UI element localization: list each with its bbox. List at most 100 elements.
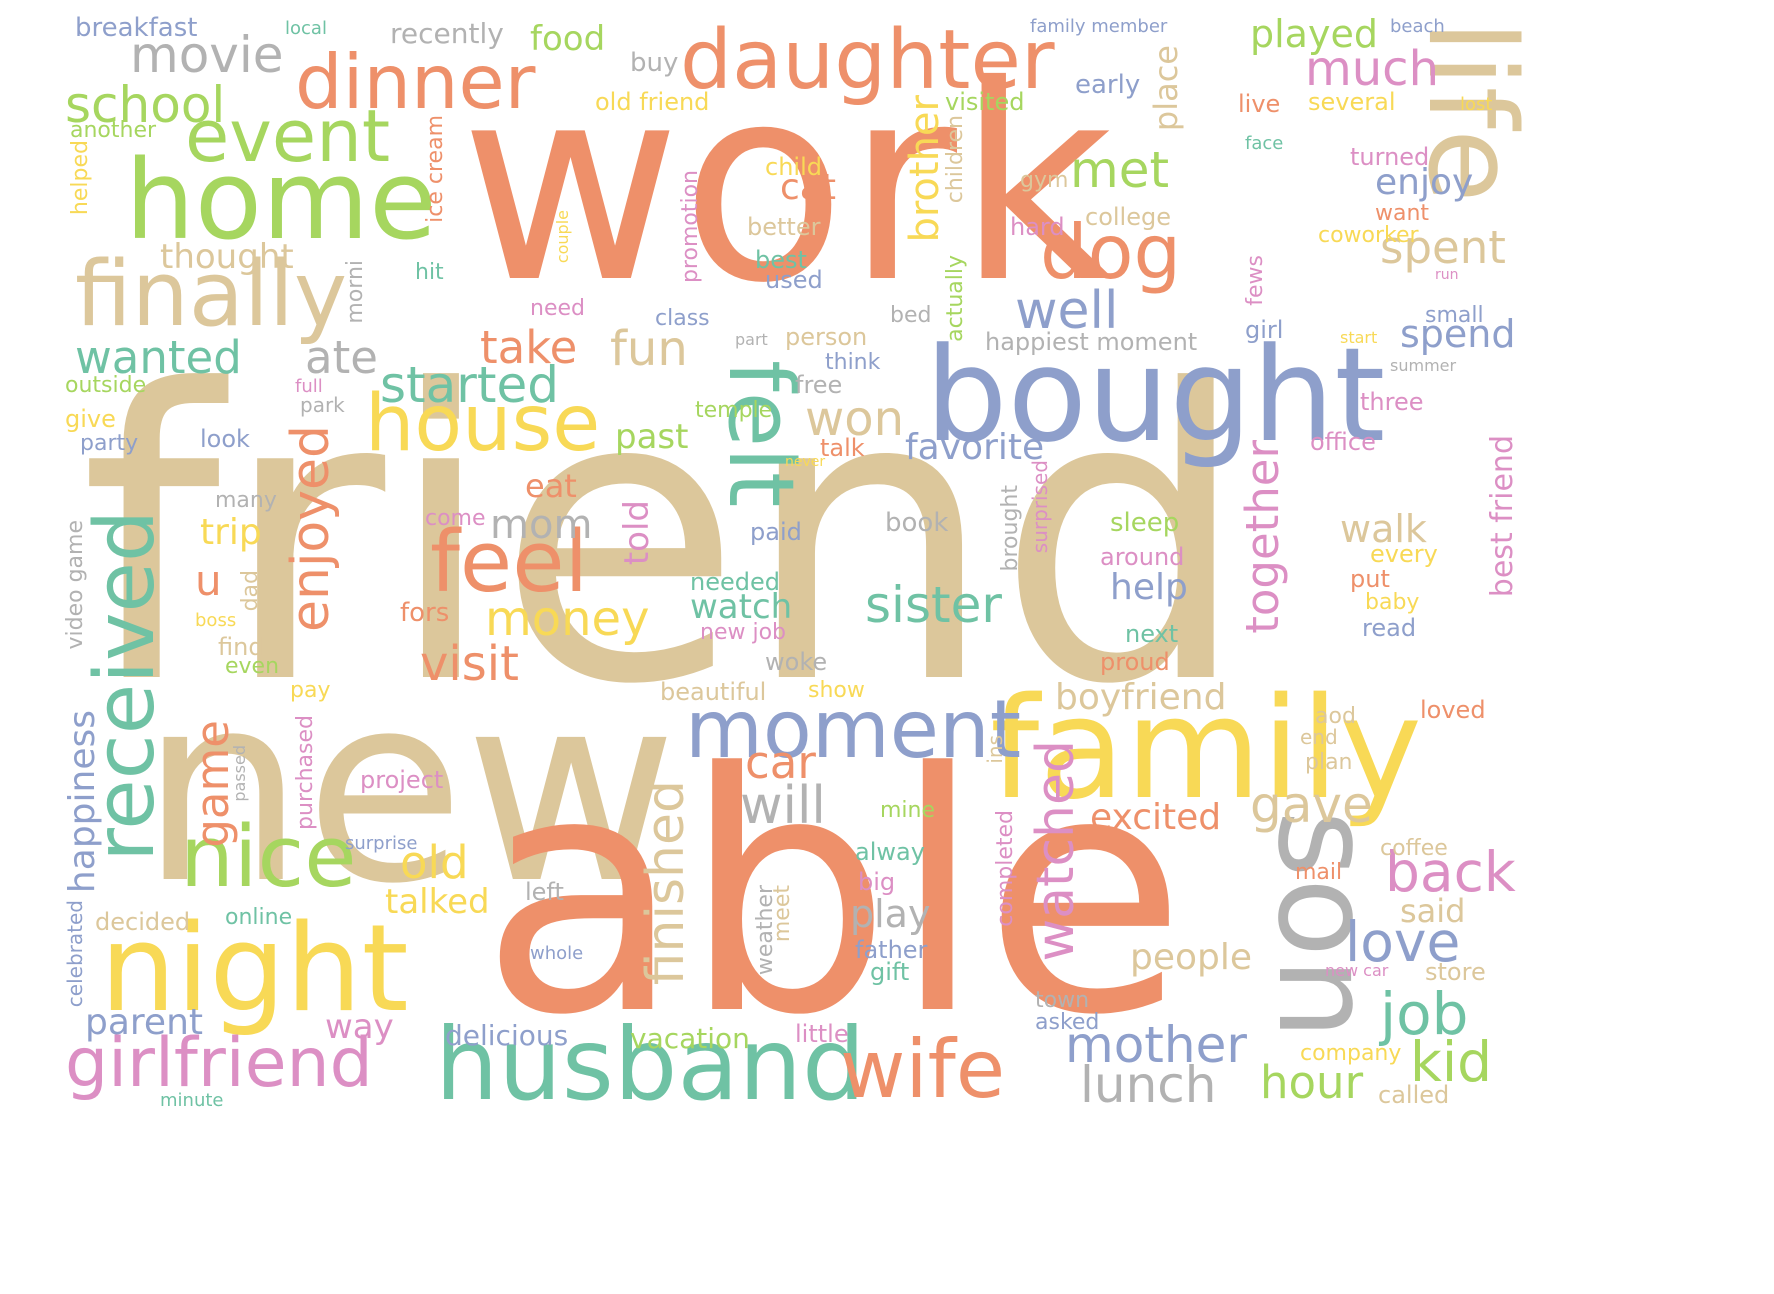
word-back: back — [1385, 840, 1516, 904]
word-surprise: surprise — [345, 833, 418, 854]
word-left: left — [525, 878, 564, 906]
word-gave: gave — [1250, 776, 1373, 834]
word-vacation: vacation — [630, 1022, 750, 1055]
word-favorite: favorite — [905, 427, 1045, 468]
word-enjoyed: enjoyed — [281, 425, 341, 632]
word-new-car: new car — [1325, 961, 1389, 980]
word-person: person — [785, 323, 868, 351]
word-kid: kid — [1410, 1030, 1493, 1094]
word-better: better — [747, 213, 821, 241]
word-work: work — [460, 27, 1114, 342]
word-daughter: daughter — [680, 13, 1055, 108]
word-people: people — [1130, 937, 1253, 978]
word-minute: minute — [160, 1090, 224, 1111]
word-play: play — [850, 892, 931, 936]
word-trip: trip — [200, 512, 262, 553]
word-give: give — [65, 405, 116, 433]
word-actually: actually — [943, 255, 968, 342]
word-spent: spent — [1380, 221, 1506, 274]
word-live: live — [1238, 90, 1281, 118]
word-fews: fews — [1243, 255, 1268, 306]
word-decided: decided — [95, 908, 191, 936]
word-hour: hour — [1260, 1056, 1364, 1109]
word-place: place — [1147, 45, 1185, 132]
word-moment: moment — [685, 683, 1022, 776]
word-money: money — [485, 591, 650, 647]
word-proud: proud — [1100, 648, 1170, 676]
word-excited: excited — [1090, 797, 1222, 838]
word-car: car — [745, 736, 816, 789]
word-bought: bought — [925, 319, 1386, 471]
word-u: u — [195, 556, 222, 605]
word-will: will — [740, 776, 826, 836]
word-class: class — [655, 306, 710, 331]
word-show: show — [808, 678, 865, 703]
word-couple: couple — [553, 210, 572, 264]
word-game: game — [186, 720, 239, 848]
word-sleep: sleep — [1110, 508, 1180, 538]
word-cat: cat — [780, 167, 836, 208]
word-gym: gym — [1020, 168, 1069, 193]
word-job: job — [1380, 980, 1469, 1048]
word-video-game: video game — [63, 520, 88, 650]
word-spend: spend — [1400, 312, 1516, 356]
word-help: help — [1110, 567, 1188, 608]
word-boss: boss — [195, 610, 237, 631]
word-online: online — [225, 905, 293, 930]
word-mine: mine — [880, 798, 936, 823]
word-mom: mom — [490, 502, 593, 548]
word-read: read — [1362, 614, 1417, 642]
word-passed: passed — [230, 745, 249, 802]
word-outside: outside — [65, 373, 147, 398]
word-run: run — [1435, 267, 1459, 283]
word-felt: felt — [708, 360, 813, 508]
word-started: started — [380, 356, 559, 414]
word-delicious: delicious — [445, 1019, 569, 1052]
word-life: life — [1401, 20, 1540, 203]
word-children: children — [943, 115, 968, 204]
word-temple: temple — [695, 398, 773, 423]
word-company: company — [1300, 1041, 1402, 1066]
word-plan: plan — [1305, 750, 1353, 775]
word-every: every — [1370, 540, 1438, 568]
word-summer: summer — [1390, 356, 1457, 375]
word-walk: walk — [1340, 507, 1427, 551]
word-fun: fun — [610, 321, 688, 377]
word-need: need — [530, 296, 585, 321]
word-house: house — [365, 379, 601, 469]
word-best-friend: best friend — [1485, 435, 1520, 598]
word-town: town — [1035, 988, 1090, 1013]
word-eat: eat — [525, 467, 577, 505]
word-together: together — [1236, 440, 1289, 634]
word-morni: morni — [343, 260, 368, 324]
word-happiness: happiness — [62, 710, 103, 894]
word-promotion: promotion — [678, 170, 703, 284]
word-college: college — [1085, 203, 1171, 231]
word-wife: wife — [840, 1023, 1006, 1116]
word-called: called — [1378, 1081, 1450, 1109]
word-nice: nice — [180, 808, 357, 907]
word-school: school — [65, 76, 226, 134]
word-paid: paid — [750, 518, 802, 546]
word-completed: completed — [993, 810, 1018, 927]
word-turned: turned — [1350, 143, 1430, 171]
word-well: well — [1015, 281, 1119, 341]
word-best: best — [755, 246, 807, 274]
word-next: next — [1125, 620, 1179, 648]
word-happiest-moment: happiest moment — [985, 328, 1198, 356]
word-local: local — [285, 18, 327, 39]
word-played: played — [1250, 12, 1378, 56]
word-whole: whole — [530, 943, 584, 964]
word-hit: hit — [415, 260, 444, 285]
word-bed: bed — [890, 303, 932, 328]
word-alway: alway — [855, 838, 925, 866]
word-old: old — [400, 836, 469, 889]
word-surprised: surprised — [1028, 460, 1052, 554]
word-visited: visited — [945, 88, 1025, 116]
word-little: little — [795, 1020, 849, 1048]
word-mail: mail — [1295, 860, 1343, 885]
word-think: think — [825, 350, 881, 375]
word-part: part — [735, 330, 768, 349]
word-dinner: dinner — [295, 38, 536, 126]
